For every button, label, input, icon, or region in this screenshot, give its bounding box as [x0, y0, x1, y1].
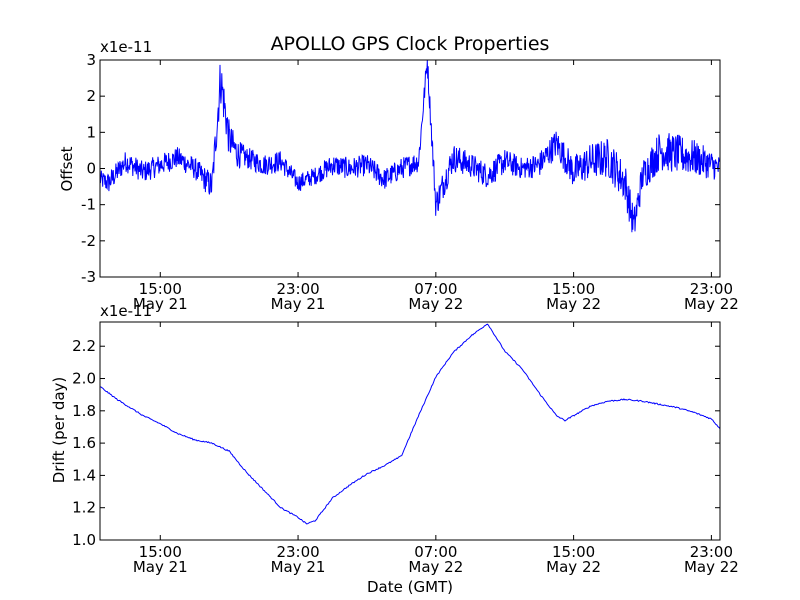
drift-series-line	[99, 323, 721, 525]
x-tick-label-time: 23:00	[690, 280, 733, 298]
offset-scale-label: x1e-11	[100, 38, 152, 56]
y-tick-label: 3	[86, 51, 96, 69]
y-tick-label: 2	[86, 87, 96, 105]
x-tick-label-time: 23:00	[276, 280, 319, 298]
offset-series-line	[99, 60, 721, 233]
x-tick-label-time: 07:00	[414, 543, 457, 561]
x-tick-label-time: 23:00	[690, 543, 733, 561]
y-tick-label: 1	[86, 123, 96, 141]
x-tick-label-date: May 22	[408, 558, 463, 576]
x-tick-label-time: 07:00	[414, 280, 457, 298]
x-tick-label-time: 15:00	[139, 543, 182, 561]
y-tick-label: 0	[86, 160, 96, 178]
x-tick-label-date: May 21	[133, 558, 188, 576]
y-tick-label: 1.6	[72, 434, 96, 452]
x-tick-label-date: May 22	[684, 295, 739, 313]
drift-scale-label: x1e-11	[100, 302, 152, 320]
y-tick-label: 1.2	[72, 499, 96, 517]
drift-series	[99, 323, 721, 525]
x-tick-label-date: May 22	[684, 558, 739, 576]
x-tick-label-time: 15:00	[552, 280, 595, 298]
x-tick-label-time: 15:00	[552, 543, 595, 561]
x-tick-label-date: May 21	[271, 295, 326, 313]
x-tick-label-time: 23:00	[276, 543, 319, 561]
x-tick-label-time: 15:00	[139, 280, 182, 298]
y-tick-label: -3	[81, 268, 96, 286]
y-tick-label: -1	[81, 196, 96, 214]
x-tick-label-date: May 22	[408, 295, 463, 313]
chart-title: APOLLO GPS Clock Properties	[271, 33, 550, 55]
x-tick-label-date: May 21	[271, 558, 326, 576]
drift-plot-frame	[99, 321, 721, 541]
drift-plot: x1e-11 Drift (per day) Date (GMT) 1.0 1.2…	[50, 302, 739, 596]
x-tick-label-date: May 22	[546, 558, 601, 576]
drift-axis-label: Drift (per day)	[50, 377, 68, 484]
offset-plot-frame	[99, 59, 721, 278]
date-axis-label: Date (GMT)	[367, 578, 453, 596]
offset-axis-label: Offset	[58, 146, 76, 191]
y-tick-label: 2.0	[72, 370, 96, 388]
offset-series	[99, 60, 721, 233]
y-tick-label: 1.0	[72, 531, 96, 549]
y-tick-label: 1.4	[72, 466, 96, 484]
x-tick-label-date: May 21	[133, 295, 188, 313]
y-tick-label: 1.8	[72, 402, 96, 420]
y-tick-label: -2	[81, 232, 96, 250]
x-tick-label-date: May 22	[546, 295, 601, 313]
y-tick-label: 2.2	[72, 337, 96, 355]
